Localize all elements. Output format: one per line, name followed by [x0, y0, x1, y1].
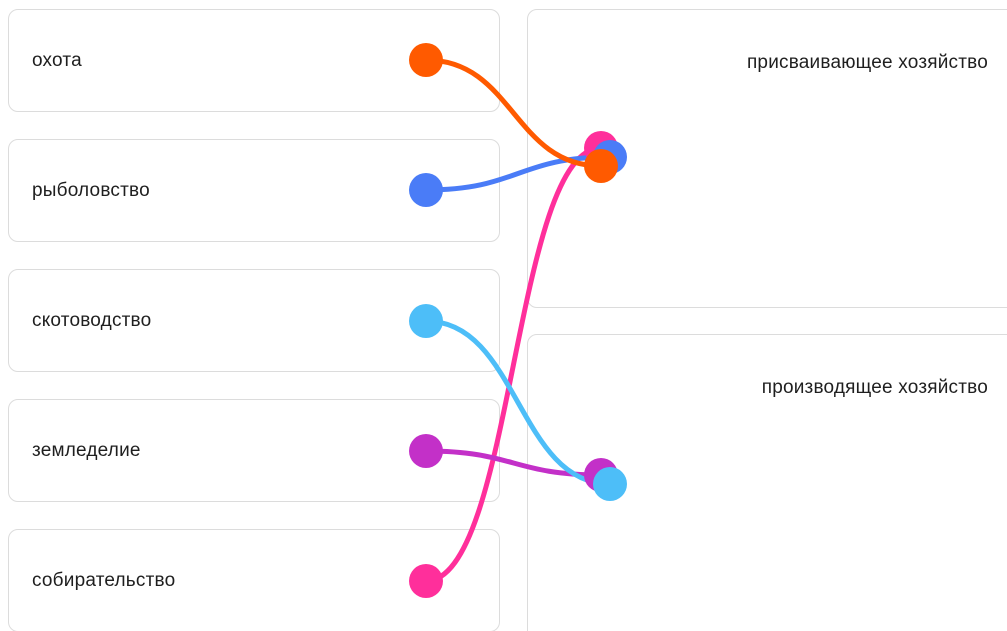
left-card-zemledelie[interactable]: земледелие: [8, 399, 500, 502]
left-card-label: охота: [32, 49, 82, 71]
left-card-ohota[interactable]: охота: [8, 9, 500, 112]
left-card-label: собирательство: [32, 569, 176, 591]
right-card-label: производящее хозяйство: [761, 377, 988, 398]
left-card-label: земледелие: [32, 439, 141, 461]
right-card-prisvaivayushchee[interactable]: присваивающее хозяйство: [527, 9, 1007, 308]
right-card-label: присваивающее хозяйство: [746, 52, 988, 73]
right-card-proizvodyashchee[interactable]: производящее хозяйство: [527, 334, 1007, 631]
left-card-label: скотоводство: [32, 309, 152, 331]
left-card-label: рыболовство: [32, 179, 150, 201]
left-card-sobiratelstvo[interactable]: собирательство: [8, 529, 500, 631]
left-card-rybolovstvo[interactable]: рыболовство: [8, 139, 500, 242]
left-card-skotovodstvo[interactable]: скотоводство: [8, 269, 500, 372]
